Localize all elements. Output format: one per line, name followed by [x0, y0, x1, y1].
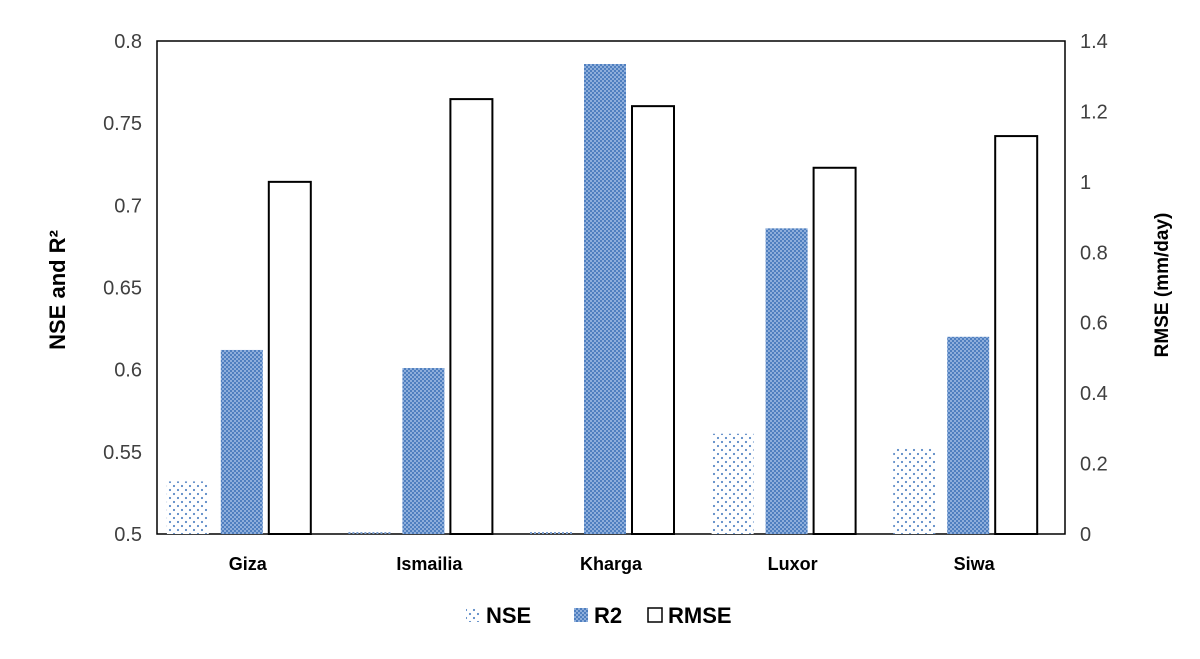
left-tick-label: 0.65 [103, 278, 142, 300]
r2-bar-siwa [947, 336, 990, 534]
category-label-siwa: Siwa [954, 554, 996, 574]
right-tick-label: 1 [1080, 172, 1091, 194]
right-axis-title: RMSE (mm/day) [1152, 213, 1173, 358]
r2-bar-giza [220, 349, 263, 534]
legend-swatch-nse [466, 608, 480, 622]
left-tick-label: 0.5 [114, 524, 142, 546]
right-tick-label: 0.4 [1080, 383, 1108, 405]
r2-bar-luxor [765, 228, 808, 534]
right-tick-label: 0.8 [1080, 242, 1108, 264]
legend-swatch-r2 [574, 608, 588, 622]
right-tick-label: 0 [1080, 524, 1091, 546]
rmse-bar-ismailia [449, 98, 494, 535]
right-tick-label: 1.2 [1080, 101, 1108, 123]
left-tick-label: 0.8 [114, 31, 142, 53]
legend-swatch-rmse [647, 607, 663, 623]
r2-bar-kharga [584, 64, 626, 535]
left-tick-label: 0.6 [114, 360, 142, 382]
category-label-ismailia: Ismailia [396, 554, 463, 574]
rmse-bar-kharga [631, 105, 675, 536]
category-label-kharga: Kharga [580, 554, 643, 574]
left-axis-title: NSE and R² [45, 230, 70, 350]
nse-bar-luxor [711, 433, 754, 534]
rmse-bar-siwa [994, 135, 1039, 535]
nse-bar-giza [166, 481, 209, 534]
legend: NSE R2 RMSE [466, 603, 732, 628]
legend-label-rmse: RMSE [668, 603, 732, 628]
legend-label-r2: R2 [594, 603, 622, 628]
rmse-bar-giza [267, 180, 312, 535]
category-label-luxor: Luxor [768, 554, 818, 574]
right-tick-label: 0.2 [1080, 454, 1108, 476]
rmse-bar-luxor [812, 166, 857, 535]
left-tick-label: 0.75 [103, 113, 142, 135]
category-label-giza: Giza [229, 554, 268, 574]
left-tick-label: 0.55 [103, 442, 142, 464]
right-tick-label: 0.6 [1080, 313, 1108, 335]
right-tick-label: 1.4 [1080, 31, 1108, 53]
nse-bar-siwa [893, 448, 936, 534]
r2-bar-ismailia [402, 368, 445, 534]
left-tick-label: 0.7 [114, 195, 142, 217]
legend-label-nse: NSE [486, 603, 531, 628]
